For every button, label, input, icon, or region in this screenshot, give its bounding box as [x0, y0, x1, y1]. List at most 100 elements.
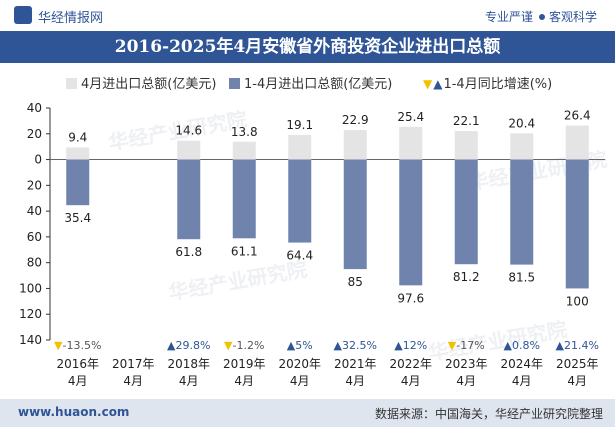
- data-label-april: 22.1: [453, 114, 480, 128]
- down-triangle-icon: ▼: [54, 339, 63, 352]
- header-bar: 华经情报网 专业严谨 客观科学: [0, 0, 615, 30]
- bar-cumulative: [288, 159, 312, 243]
- growth-label: ▲12%: [394, 339, 427, 352]
- x-tick-label-month: 4月: [68, 374, 88, 388]
- x-tick-label-month: 4月: [234, 374, 254, 388]
- down-triangle-icon: ▼: [423, 77, 433, 91]
- growth-label: ▲0.8%: [504, 339, 540, 352]
- growth-value: 21.4%: [564, 339, 599, 352]
- x-tick-label-year: 2017年: [112, 357, 155, 371]
- growth-value: -1.2%: [233, 339, 265, 352]
- growth-label: ▲5%: [287, 339, 313, 352]
- growth-label: ▲21.4%: [556, 339, 599, 352]
- y-tick-label: 40: [27, 204, 42, 218]
- huajing-logo-icon: [14, 6, 32, 24]
- growth-value: 29.8%: [176, 339, 211, 352]
- legend-item-april: 4月进出口总额(亿美元): [66, 73, 216, 92]
- data-label-cumulative: 35.4: [64, 211, 91, 225]
- growth-label: ▼-13.5%: [54, 339, 101, 352]
- up-triangle-icon: ▲: [167, 339, 176, 352]
- data-label-cumulative: 85: [348, 275, 363, 289]
- x-tick-label-month: 4月: [123, 374, 143, 388]
- down-triangle-icon: ▼: [224, 339, 233, 352]
- data-label-april: 13.8: [231, 125, 258, 139]
- data-label-cumulative: 81.5: [508, 271, 535, 285]
- x-tick-label-month: 4月: [401, 374, 421, 388]
- website-url[interactable]: www.huaon.com: [18, 405, 130, 419]
- slogan-left: 专业严谨: [484, 10, 533, 24]
- data-label-april: 25.4: [397, 110, 424, 124]
- data-label-april: 20.4: [508, 116, 535, 130]
- bar-cumulative: [565, 159, 589, 289]
- y-tick-label: 80: [27, 256, 42, 270]
- legend-item-growth: ▼▲1-4月同比增速(%): [423, 73, 552, 92]
- up-triangle-icon: ▲: [287, 339, 296, 352]
- data-label-cumulative: 64.4: [286, 249, 313, 263]
- title-band: 2016-2025年4月安徽省外商投资企业进出口总额: [0, 31, 615, 63]
- x-tick-label-month: 4月: [456, 374, 476, 388]
- growth-value: 5%: [295, 339, 312, 352]
- x-tick-label-year: 2021年: [334, 357, 377, 371]
- bar-april: [232, 141, 256, 160]
- data-label-cumulative: 81.2: [453, 270, 480, 284]
- x-tick-label-year: 2019年: [223, 357, 266, 371]
- bar-april: [343, 130, 367, 160]
- bar-april: [399, 126, 423, 160]
- logo-text: 华经情报网: [38, 11, 104, 26]
- bar-cumulative: [66, 159, 90, 206]
- growth-label: ▼-17%: [448, 339, 485, 352]
- legend: 4月进出口总额(亿美元) 1-4月进出口总额(亿美元) ▼▲1-4月同比增速(%…: [0, 70, 615, 92]
- data-label-cumulative: 61.1: [231, 244, 258, 258]
- growth-value: -17%: [456, 339, 484, 352]
- data-label-april: 14.6: [175, 124, 202, 138]
- x-tick-label-year: 2018年: [167, 357, 210, 371]
- bar-cumulative: [454, 159, 478, 265]
- y-tick-label: 20: [27, 178, 42, 192]
- data-source: 数据来源：中国海关，华经产业研究院整理: [374, 407, 603, 421]
- y-tick-label: 0: [34, 153, 42, 167]
- bar-cumulative: [510, 159, 534, 265]
- data-label-april: 22.9: [342, 113, 369, 127]
- data-label-cumulative: 97.6: [397, 291, 424, 305]
- legend-label-growth: 1-4月同比增速(%): [443, 77, 553, 92]
- growth-label: ▼-1.2%: [224, 339, 264, 352]
- up-triangle-icon: ▲: [556, 339, 565, 352]
- legend-swatch-april: [66, 78, 77, 89]
- bar-cumulative: [232, 159, 256, 239]
- x-tick-label-year: 2023年: [445, 357, 488, 371]
- y-tick-label: 20: [27, 127, 42, 141]
- up-triangle-icon: ▲: [394, 339, 403, 352]
- growth-value: 12%: [403, 339, 427, 352]
- slogan: 专业严谨 客观科学: [485, 8, 597, 25]
- up-triangle-icon: ▲: [433, 77, 443, 91]
- footer: www.huaon.com 数据来源：中国海关，华经产业研究院整理: [0, 399, 615, 427]
- bar-cumulative: [399, 159, 423, 286]
- x-tick-label-month: 4月: [179, 374, 199, 388]
- bar-april: [565, 125, 589, 160]
- up-triangle-icon: ▲: [504, 339, 513, 352]
- bar-april: [66, 147, 90, 160]
- y-tick-label: 60: [27, 230, 42, 244]
- legend-item-cumulative: 1-4月进出口总额(亿美元): [229, 73, 392, 92]
- x-tick-label-year: 2022年: [389, 357, 432, 371]
- x-tick-label-year: 2025年: [556, 357, 599, 371]
- bar-april: [177, 140, 201, 160]
- legend-label-april: 4月进出口总额(亿美元): [81, 77, 217, 92]
- growth-label: ▲29.8%: [167, 339, 210, 352]
- bar-april: [288, 134, 312, 160]
- growth-value: 0.8%: [512, 339, 540, 352]
- y-tick-label: 140: [19, 333, 42, 347]
- data-label-april: 19.1: [286, 118, 313, 132]
- bar-cumulative: [343, 159, 367, 270]
- x-tick-label-month: 4月: [512, 374, 532, 388]
- x-tick-label-year: 2016年: [56, 357, 99, 371]
- down-triangle-icon: ▼: [448, 339, 457, 352]
- x-tick-label-month: 4月: [290, 374, 310, 388]
- legend-swatch-cumulative: [229, 78, 240, 89]
- legend-label-cumulative: 1-4月进出口总额(亿美元): [244, 77, 393, 92]
- up-triangle-icon: ▲: [334, 339, 343, 352]
- data-label-cumulative: 100: [566, 294, 589, 308]
- data-label-cumulative: 61.8: [175, 245, 202, 259]
- chart-title: 2016-2025年4月安徽省外商投资企业进出口总额: [114, 37, 501, 57]
